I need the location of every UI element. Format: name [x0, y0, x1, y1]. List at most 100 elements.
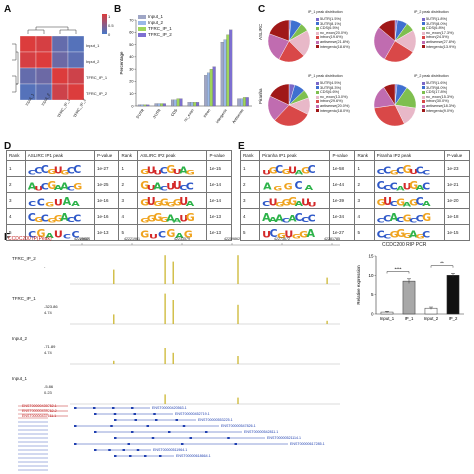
pie-legend-item: CDS(6.5%) [316, 26, 350, 31]
colorbar-tick-3: 0 [108, 32, 111, 37]
pcr-x-tick-label: Input_2 [424, 316, 439, 321]
motif-letter: G [153, 198, 163, 208]
motif-letter: C [383, 163, 392, 176]
pie-legend-item: 3UTR(8.1%) [316, 22, 350, 27]
legend-item-ip1: TFRC_IP_1 [138, 26, 172, 32]
panel-c-label: C [258, 4, 266, 15]
motif-letter: C [415, 194, 424, 208]
table-cell: 2 [354, 176, 375, 193]
bar [193, 102, 197, 107]
bar [187, 102, 191, 107]
table-row: 2 A U C G A A C G 1e-25 2 G U A C U U C C 1e-14 [6, 176, 232, 193]
motif-letter: U [383, 194, 393, 208]
transcript-exon [144, 455, 147, 457]
bar-chart-svg: 0 10 20 30 40 50 60 70 Percentage 5'UTR 3'UTR CDS nc… [119, 18, 252, 124]
legend-item-input1: Input_1 [138, 14, 172, 20]
y-tick-label: 40 [129, 55, 133, 59]
transcript-exon [74, 407, 77, 409]
motif-letter: G [275, 200, 285, 208]
browser-svg [18, 243, 340, 471]
motif-letter: G [422, 210, 432, 224]
pcr-y-tick-label: 15 [368, 254, 374, 259]
table-header-cell: P-value [93, 150, 120, 161]
pie-legend-swatch [422, 26, 425, 30]
table-cell: 4 [239, 208, 261, 225]
motif-letter: C [383, 232, 392, 240]
table-cell: 1 [118, 160, 139, 177]
pie-legend-item: nc_exon(17.3%) [422, 31, 456, 36]
track-peak [237, 255, 239, 284]
motif-letter: A [415, 182, 425, 192]
motif-letter: G [140, 227, 150, 240]
table-cell: 1e-27 [93, 160, 120, 177]
pie-legend-label: nc_exon(20.0%) [320, 30, 348, 35]
transcript-exon [74, 425, 77, 427]
pie-legend-label: antisense(27.8%) [426, 39, 456, 44]
pie-legend-swatch [316, 31, 319, 35]
pcr-y-tick-label: 5 [371, 292, 374, 297]
legend-label: TFRC_IP_2 [148, 32, 172, 37]
heatmap-cell [19, 67, 37, 85]
transcript-exon [227, 437, 230, 439]
pie-legend-label: 5UTR(4.5%) [320, 81, 342, 85]
motif-letter: C [389, 198, 398, 208]
transcript-exon [113, 413, 117, 415]
significance-label: ** [440, 261, 444, 266]
pie-legend-label: CDS(6.5%) [320, 26, 340, 31]
transcript-exon [93, 407, 96, 409]
pie-legend-item: intergenic(18.6%) [316, 45, 350, 50]
table-row: 4 A A A C A C C C 1e-34 4 C C A C G C C G 1e-18 [239, 208, 471, 225]
motif-letter: A [45, 230, 54, 240]
transcript-exon [94, 413, 97, 415]
pcr-bar [446, 275, 460, 315]
motif-letter: G [140, 178, 150, 192]
motif-letter: C [71, 229, 80, 240]
motif-letter: C [34, 165, 43, 176]
motif-letter: C [66, 214, 75, 224]
motif-letter: G [389, 168, 399, 176]
pie-legend-swatch [422, 90, 425, 94]
pie-chart: IP_2 peak distribution 5UTR(1.6%) 3UTR(8.0… [368, 74, 472, 136]
transcript-label: ENST00000452719.1 [175, 412, 210, 416]
motif-letter: A [294, 198, 304, 208]
motif-letter: G [402, 211, 412, 224]
motif-letter: G [140, 197, 150, 208]
motif-letter: G [409, 178, 419, 192]
pie-legend-swatch [316, 104, 319, 108]
y-tick-label: 70 [129, 18, 133, 22]
track-label: Input_1 [12, 376, 28, 381]
table-cell: 1e-15 [206, 160, 232, 177]
table-row: 2 A G G C A 1e-44 2 C C C A U G A C 1e-21 [239, 176, 471, 193]
table-header-cell: Rank [6, 150, 26, 161]
heatmap-cell [35, 51, 53, 69]
x-tick-label: 3'UTR [152, 108, 162, 119]
motif-letter: A [166, 211, 175, 224]
bar [171, 99, 175, 107]
track-peak [172, 261, 174, 284]
transcript-exon [155, 419, 158, 421]
pie-legend-swatch [422, 100, 425, 104]
bar [242, 97, 246, 107]
motif-letter: C [269, 226, 278, 240]
motif-letter: U [166, 181, 176, 192]
motif-letter: C [185, 179, 194, 192]
motif-letter: A [402, 200, 412, 208]
motif-letter: C [27, 168, 36, 176]
table-header-cell: Rank [354, 150, 375, 161]
rip-pcr-title: CCDC200 RIP PCR [382, 242, 427, 248]
motif-letter: G [185, 168, 195, 176]
table-cell: 4 [118, 208, 139, 225]
transcript-exon [175, 419, 178, 421]
table-cell: 5 [239, 224, 261, 241]
table-cell: 3 [6, 192, 26, 209]
bar [237, 98, 241, 107]
motif-letter: U [148, 232, 158, 240]
pie-legend-label: 5UTR(1.8%) [426, 17, 448, 21]
